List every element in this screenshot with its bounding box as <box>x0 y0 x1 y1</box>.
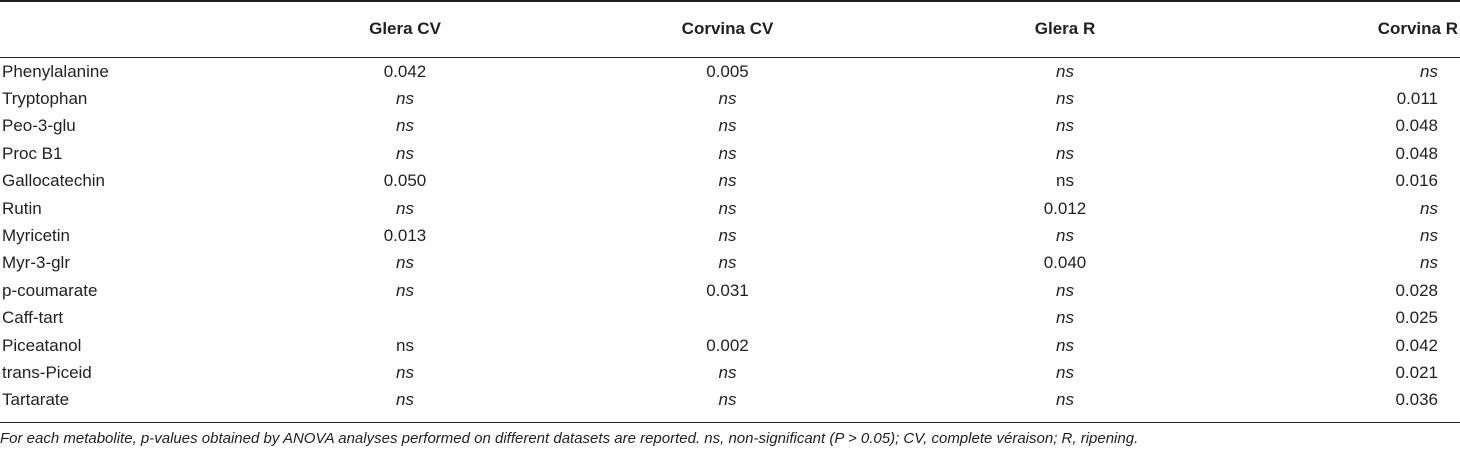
pvalue-cell <box>290 305 520 332</box>
pvalue-cell: ns <box>396 335 414 355</box>
pvalue-cell: ns <box>1056 308 1074 328</box>
pvalue-cell: 0.048 <box>1395 116 1438 136</box>
metabolite-name: Caff-tart <box>2 308 64 328</box>
table-row: Caff-tart ns 0.025 <box>0 305 1460 332</box>
pvalue-cell: ns <box>718 143 737 163</box>
pvalue-cell: ns <box>1056 390 1074 410</box>
metabolite-name: Tartarate <box>2 390 70 410</box>
pvalue-cell: 0.002 <box>706 335 749 355</box>
pvalue-cell: ns <box>1056 226 1074 246</box>
table-row: Myr-3-glr ns ns 0.040 ns <box>0 250 1460 277</box>
table-footnote: For each metabolite, p-values obtained b… <box>0 430 1139 447</box>
metabolite-name: p-coumarate <box>2 280 98 300</box>
pvalue-cell <box>520 305 935 332</box>
pvalue-cell: ns <box>1056 280 1074 300</box>
table-row: p-coumarate ns 0.031 ns 0.028 <box>0 277 1460 304</box>
pvalue-cell: 0.016 <box>1395 171 1438 191</box>
pvalue-table: Glera CV Corvina CV Glera R Corvina R Ph… <box>0 0 1460 414</box>
pvalue-cell: ns <box>396 143 414 163</box>
header-metabolite <box>0 0 290 58</box>
table-row: Piceatanol ns 0.002 ns 0.042 <box>0 332 1460 359</box>
pvalue-cell: 0.042 <box>1395 335 1438 355</box>
pvalue-cell: 0.012 <box>1043 198 1087 218</box>
pvalue-cell: ns <box>1056 335 1074 355</box>
metabolite-name: Piceatanol <box>2 335 82 355</box>
table-header: Glera CV Corvina CV Glera R Corvina R <box>0 0 1460 58</box>
pvalue-cell: 0.021 <box>1395 362 1438 382</box>
table-row: Tartarate ns ns ns 0.036 <box>0 387 1460 414</box>
pvalue-cell: 0.028 <box>1395 280 1438 300</box>
pvalue-cell: ns <box>396 253 414 273</box>
header-glera-r: Glera R <box>1034 19 1096 38</box>
header-corvina-r: Corvina R <box>1377 19 1458 38</box>
pvalue-cell: 0.011 <box>1396 89 1438 109</box>
pvalue-cell: ns <box>718 226 737 246</box>
pvalue-cell: 0.048 <box>1395 143 1438 163</box>
pvalue-cell: ns <box>1420 253 1438 273</box>
pvalue-cell: 0.050 <box>383 171 427 191</box>
pvalue-cell: ns <box>1420 61 1438 81</box>
pvalue-cell: 0.040 <box>1043 253 1087 273</box>
header-row: Glera CV Corvina CV Glera R Corvina R <box>0 0 1460 58</box>
metabolite-name: Rutin <box>2 198 42 218</box>
pvalue-cell: ns <box>718 116 737 136</box>
pvalue-cell: ns <box>1420 226 1438 246</box>
table-header-rule <box>0 57 1460 58</box>
table-bottom-rule <box>0 422 1460 423</box>
table-row: Peo-3-glu ns ns ns 0.048 <box>0 113 1460 140</box>
pvalue-cell: ns <box>1056 143 1074 163</box>
metabolite-name: Tryptophan <box>2 89 88 109</box>
table-row: Phenylalanine 0.042 0.005 ns ns <box>0 58 1460 85</box>
pvalue-cell: ns <box>718 198 737 218</box>
pvalue-cell: 0.025 <box>1395 308 1438 328</box>
pvalue-cell: 0.013 <box>383 226 427 246</box>
metabolite-name: Proc B1 <box>2 143 63 163</box>
header-corvina-cv: Corvina CV <box>681 19 774 38</box>
metabolite-name: Phenylalanine <box>2 61 109 81</box>
pvalue-cell: ns <box>1056 171 1074 191</box>
pvalue-cell: ns <box>1056 362 1074 382</box>
pvalue-cell: ns <box>396 116 414 136</box>
header-glera-cv: Glera CV <box>369 19 441 38</box>
pvalue-cell: ns <box>396 362 414 382</box>
pvalue-cell: ns <box>1056 61 1074 81</box>
pvalue-cell: 0.005 <box>706 61 749 81</box>
metabolite-name: Peo-3-glu <box>2 116 76 136</box>
pvalue-cell: ns <box>718 362 737 382</box>
metabolite-name: Myr-3-glr <box>2 253 70 273</box>
pvalue-cell: ns <box>1056 89 1074 109</box>
pvalue-cell: ns <box>718 89 737 109</box>
table-row: Gallocatechin 0.050 ns ns 0.016 <box>0 168 1460 195</box>
pvalue-cell: 0.042 <box>383 61 427 81</box>
table-row: Proc B1 ns ns ns 0.048 <box>0 140 1460 167</box>
metabolite-name: Myricetin <box>2 226 71 246</box>
table-row: Myricetin 0.013 ns ns ns <box>0 222 1460 249</box>
pvalue-cell: 0.031 <box>706 280 749 300</box>
table-body: Phenylalanine 0.042 0.005 ns ns Tryptophan ns n… <box>0 58 1460 414</box>
pvalue-cell: ns <box>396 89 414 109</box>
table-top-rule <box>0 0 1460 2</box>
pvalue-cell: ns <box>1056 116 1074 136</box>
pvalue-cell: ns <box>718 171 737 191</box>
pvalue-cell: ns <box>396 198 414 218</box>
metabolite-name: trans-Piceid <box>2 362 92 382</box>
pvalue-cell: ns <box>396 280 414 300</box>
pvalue-cell: ns <box>396 390 414 410</box>
metabolite-name: Gallocatechin <box>2 171 106 191</box>
pvalue-cell: ns <box>718 390 737 410</box>
pvalue-cell: ns <box>718 253 737 273</box>
table-row: trans-Piceid ns ns ns 0.021 <box>0 359 1460 386</box>
table-row: Tryptophan ns ns ns 0.011 <box>0 85 1460 112</box>
pvalue-cell: 0.036 <box>1395 390 1438 410</box>
table-row: Rutin ns ns 0.012 ns <box>0 195 1460 222</box>
pvalue-cell: ns <box>1420 198 1438 218</box>
